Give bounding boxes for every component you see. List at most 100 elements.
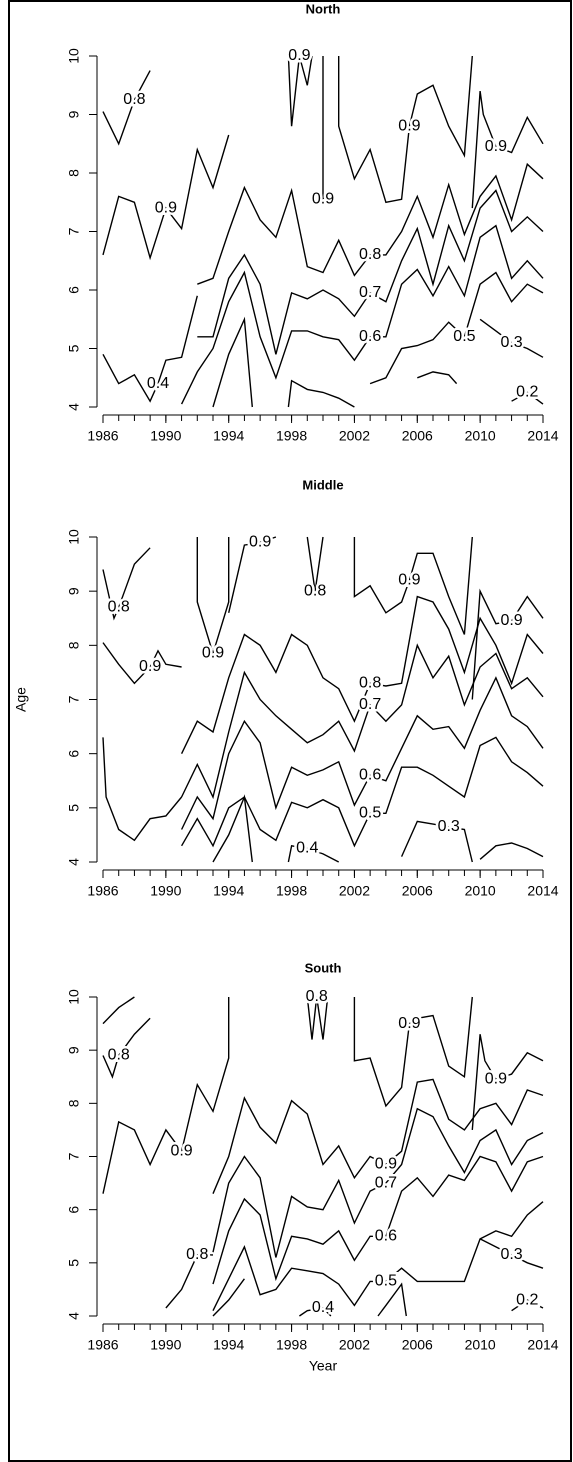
y-tick-label: 10 [66, 48, 82, 64]
x-tick-label: 2010 [465, 1337, 496, 1353]
panel-title: South [305, 960, 342, 975]
contour-label: 0.8 [108, 1047, 130, 1064]
contour-line [102, 547, 151, 621]
y-tick-label: 5 [66, 804, 82, 812]
y-axis-label: Age [13, 687, 29, 712]
x-tick-label: 1986 [87, 883, 118, 899]
y-tick-label: 7 [66, 695, 82, 703]
contour-label: 0.9 [375, 1156, 397, 1173]
contour-label: 0.3 [500, 334, 522, 351]
contour-label: 0.4 [296, 840, 318, 857]
contour-label: 0.9 [155, 199, 177, 216]
frame [8, 0, 572, 1462]
contour-label: 0.5 [359, 804, 381, 821]
contour-label: 0.6 [359, 767, 381, 784]
contour-line [102, 295, 458, 403]
y-tick-label: 9 [66, 1046, 82, 1054]
contour-label: 0.7 [359, 284, 381, 301]
contour-label: 0.2 [516, 384, 538, 401]
contour-line [338, 55, 473, 204]
contour-label: 0.9 [485, 138, 507, 155]
contour-line [511, 391, 544, 405]
contour-label: 0.3 [500, 1246, 522, 1263]
x-tick-label: 1994 [213, 428, 244, 444]
contour-label: 0.9 [288, 47, 310, 64]
contour-label: 0.9 [485, 1071, 507, 1088]
y-tick-label: 4 [66, 858, 82, 866]
contour-line [102, 70, 151, 146]
x-tick-label: 1998 [276, 428, 307, 444]
contour-label: 0.9 [202, 645, 224, 662]
x-tick-label: 1998 [276, 1337, 307, 1353]
y-tick-label: 9 [66, 110, 82, 118]
x-tick-label: 1986 [87, 428, 118, 444]
contour-line [287, 55, 313, 127]
contour-label: 0.9 [139, 658, 161, 675]
x-axis-label: Year [309, 1358, 338, 1374]
contour-label: 0.8 [108, 599, 130, 616]
contour-line [511, 1299, 544, 1312]
contour-line [400, 820, 544, 863]
panel-title: Middle [302, 477, 343, 492]
y-tick-label: 4 [66, 1312, 82, 1320]
contour-label: 0.9 [398, 1015, 420, 1032]
contour-line [212, 1107, 544, 1258]
x-tick-label: 1990 [150, 883, 181, 899]
y-tick-label: 6 [66, 1206, 82, 1214]
x-tick-label: 1986 [87, 1337, 118, 1353]
x-tick-label: 2002 [339, 883, 370, 899]
contour-line [102, 134, 230, 261]
contour-line [102, 643, 544, 842]
y-tick-label: 8 [66, 641, 82, 649]
contour-line [212, 794, 340, 863]
x-tick-label: 1990 [150, 428, 181, 444]
contour-label: 0.4 [312, 1299, 334, 1316]
y-tick-label: 10 [66, 529, 82, 545]
contour-label: 0.8 [306, 988, 328, 1005]
contour-line [102, 996, 151, 1079]
contour-line [212, 1078, 544, 1194]
contour-line [479, 318, 544, 358]
contour-label: 0.8 [186, 1246, 208, 1263]
x-tick-label: 2006 [402, 428, 433, 444]
x-tick-label: 1990 [150, 1337, 181, 1353]
y-tick-label: 5 [66, 1259, 82, 1267]
y-tick-label: 10 [66, 989, 82, 1005]
contour-line [180, 676, 544, 830]
contour-label: 0.3 [438, 818, 460, 835]
contour-label: 0.7 [375, 1174, 397, 1191]
y-tick-label: 8 [66, 1099, 82, 1107]
contour-line [471, 91, 544, 209]
contour-line [353, 996, 473, 1108]
contour-line [102, 642, 182, 685]
contour-line [322, 56, 332, 201]
contour-label: 0.8 [359, 674, 381, 691]
contour-label: 0.6 [375, 1227, 397, 1244]
contour-line [180, 595, 544, 755]
x-tick-label: 2014 [527, 883, 558, 899]
y-tick-label: 7 [66, 227, 82, 235]
y-tick-label: 7 [66, 1152, 82, 1160]
contour-line [197, 189, 544, 355]
contour-line [228, 536, 277, 613]
contour-label: 0.7 [359, 696, 381, 713]
contour-line [180, 736, 544, 848]
contour-line [212, 1155, 544, 1285]
y-tick-label: 6 [66, 750, 82, 758]
contour-label: 0.6 [359, 328, 381, 345]
contour-label: 0.5 [453, 328, 475, 345]
contour-line [196, 537, 230, 656]
contour-label: 0.9 [398, 572, 420, 589]
contour-label: 0.4 [147, 375, 169, 392]
contour-line [471, 588, 544, 700]
contour-line [471, 1034, 544, 1130]
contour-label: 0.9 [312, 191, 334, 208]
contour-line [212, 1278, 407, 1317]
y-tick-label: 8 [66, 169, 82, 177]
contour-label: 0.5 [375, 1273, 397, 1290]
contour-line [102, 997, 230, 1194]
panel-title: North [306, 1, 341, 16]
contour-line [306, 536, 324, 592]
contour-label: 0.8 [123, 91, 145, 108]
